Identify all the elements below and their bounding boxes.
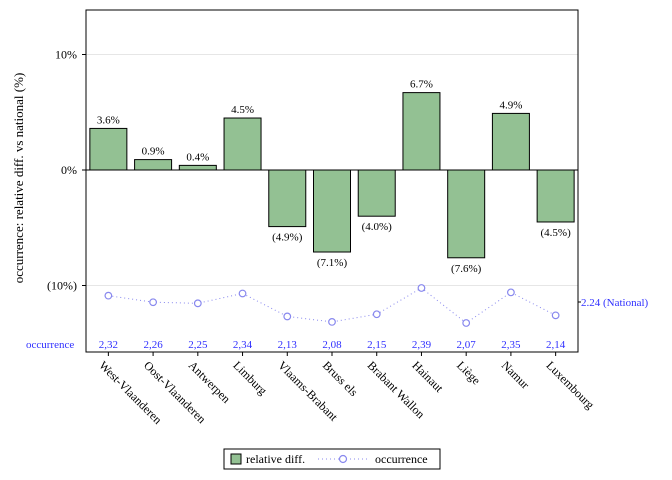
y-tick-label: 0% [61, 163, 77, 177]
occurrence-value-label: 2,14 [546, 339, 566, 351]
bar [402, 92, 441, 171]
occurrence-point [283, 312, 292, 321]
bar [268, 169, 307, 228]
legend-label-relative-diff: relative diff. [246, 452, 305, 466]
occurrence-point [417, 284, 426, 292]
occurrence-point [104, 291, 113, 300]
occurrence-point [149, 298, 157, 307]
occurrence-value-label: 2,08 [322, 339, 342, 351]
legend-marker-occurrence [338, 454, 348, 464]
bar-value-label: 4.5% [231, 104, 254, 116]
occurrence-point [507, 288, 515, 297]
bar [491, 112, 530, 171]
legend-box [223, 448, 441, 470]
bar-value-label: (4.9%) [272, 232, 303, 244]
bar-value-label: (4.0%) [362, 221, 393, 233]
y-tick-label: (10%) [47, 279, 77, 293]
occurrence-point [193, 299, 202, 308]
bar-value-label: 3.6% [97, 114, 120, 126]
bar [178, 164, 217, 171]
bar-value-label: (4.5%) [541, 227, 572, 239]
occurrence-value-label: 2,39 [412, 339, 432, 351]
gridlines [86, 54, 578, 286]
bar-value-label: (7.6%) [451, 263, 482, 275]
bar [357, 169, 396, 217]
legend-label-occurrence: occurrence [375, 452, 428, 466]
occurrence-point [551, 311, 560, 320]
occurrence-point [328, 318, 336, 326]
bar [134, 159, 173, 171]
data-labels: 3.6% 0.9% 0.4% 4.5% (4.9%) (7.1%) (4.0%) 6.7% (7… [97, 79, 571, 351]
national-label: 2.24 (National) [581, 297, 649, 309]
bar-value-label: 0.4% [186, 151, 209, 163]
bar [313, 169, 351, 253]
occurrence-value-label: 2,35 [501, 339, 521, 351]
occurrence-value-label: 2,25 [188, 339, 208, 351]
occurrence-value-label: 2,15 [367, 339, 387, 351]
bar-value-label: (7.1%) [317, 257, 348, 269]
y-tick-label: 10% [55, 48, 77, 62]
bar [447, 169, 486, 259]
occurrence-value-label: 2,13 [278, 339, 298, 351]
occurrence-value-label: 2,32 [99, 339, 118, 351]
bar-value-label: 6.7% [410, 79, 433, 91]
occurrence-line [104, 284, 560, 327]
occurrence-row-label: occurrence [26, 339, 74, 351]
occurrence-value-label: 2,26 [143, 339, 163, 351]
bar [89, 127, 128, 171]
y-axis-title: occurrence: relative diff. vs national (… [11, 73, 26, 284]
legend: relative diff. occurrence [223, 448, 441, 470]
bar-value-label: 4.9% [499, 99, 522, 111]
bars [89, 92, 575, 259]
occurrence-point [372, 310, 381, 319]
occurrence-point [462, 319, 471, 327]
bar [223, 117, 262, 171]
occurrence-value-label: 2,07 [457, 339, 477, 351]
bar [536, 169, 575, 223]
occurrence-point [238, 289, 247, 298]
bar-value-label: 0.9% [142, 146, 165, 158]
occurrence-value-label: 2,34 [233, 339, 253, 351]
legend-swatch-bar [230, 453, 242, 465]
